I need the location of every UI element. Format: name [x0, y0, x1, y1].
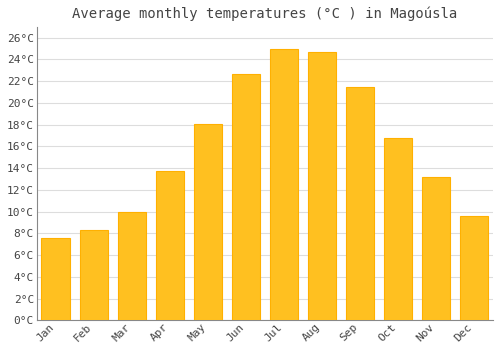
Bar [80, 230, 108, 320]
Bar [118, 211, 146, 320]
Title: Average monthly temperatures (°C ) in Magoúsla: Average monthly temperatures (°C ) in Ma… [72, 7, 458, 21]
Bar [194, 124, 222, 320]
Bar [346, 86, 374, 320]
Bar [422, 177, 450, 320]
Bar [270, 49, 298, 320]
Bar [42, 238, 70, 320]
Bar [384, 138, 412, 320]
Bar [232, 74, 260, 320]
Bar [460, 216, 488, 320]
Bar [308, 52, 336, 320]
Bar [156, 172, 184, 320]
